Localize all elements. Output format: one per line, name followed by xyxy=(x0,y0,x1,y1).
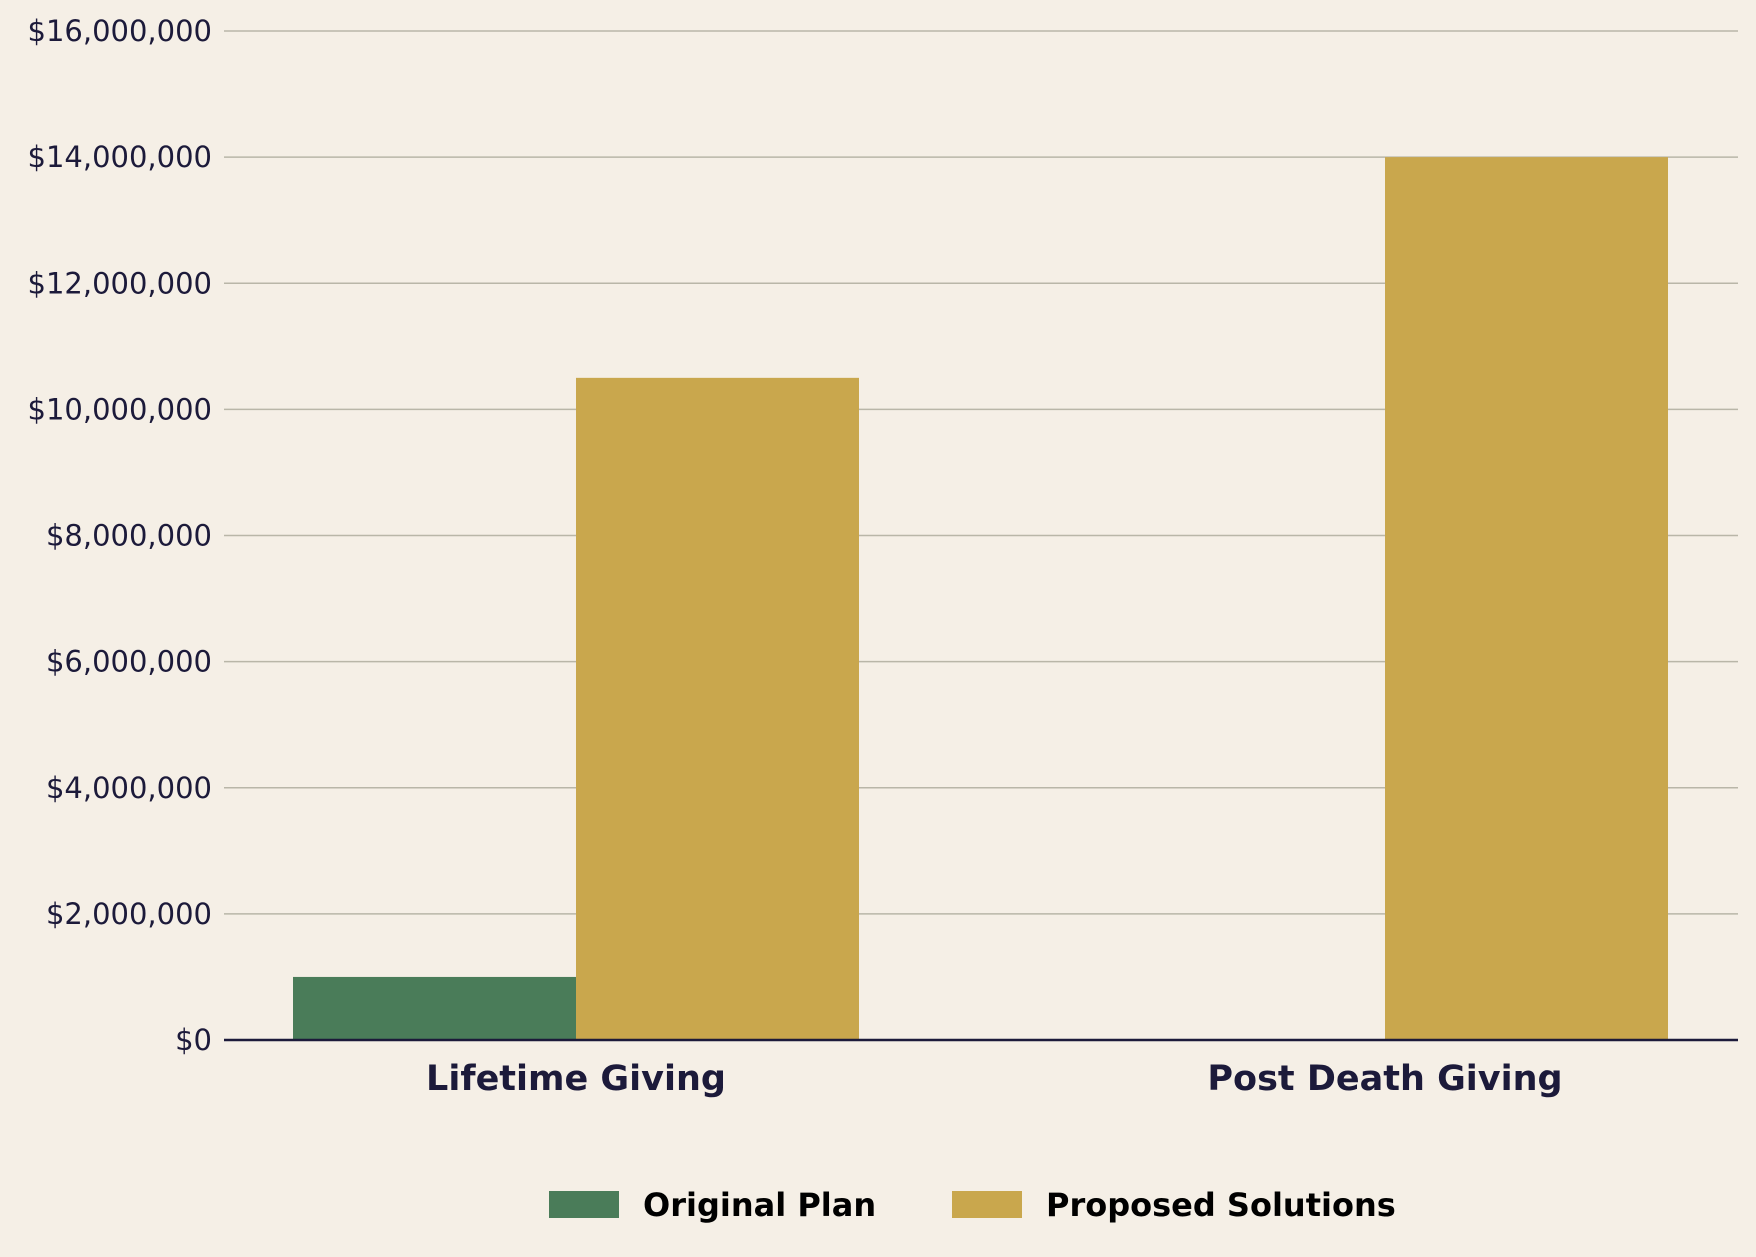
y-tick-label: $2,000,000 xyxy=(46,897,212,931)
y-tick-label: $0 xyxy=(175,1023,212,1057)
y-tick-label: $6,000,000 xyxy=(46,645,212,679)
bar-proposed-solutions xyxy=(1385,157,1668,1040)
y-tick-label: $10,000,000 xyxy=(28,392,213,426)
gridlines xyxy=(224,30,1738,915)
y-tick-label: $12,000,000 xyxy=(28,266,213,300)
bars xyxy=(293,157,1668,1040)
bar-proposed-solutions xyxy=(576,377,859,1040)
y-tick-label: $8,000,000 xyxy=(46,519,212,553)
legend-swatch xyxy=(952,1191,1022,1218)
legend: Original Plan Proposed Solutions xyxy=(549,1186,1396,1224)
x-tick-label: Post Death Giving xyxy=(1207,1059,1562,1099)
axes: $0 $2,000,000 $4,000,000 $6,000,000 $8,000,0… xyxy=(28,14,1738,1099)
legend-label: Proposed Solutions xyxy=(1046,1186,1396,1224)
y-tick-label: $16,000,000 xyxy=(28,14,213,48)
legend-swatch xyxy=(549,1191,619,1218)
bar-original-plan xyxy=(293,976,576,1040)
legend-label: Original Plan xyxy=(643,1186,876,1224)
y-tick-label: $4,000,000 xyxy=(46,771,212,805)
y-tick-label: $14,000,000 xyxy=(28,140,213,174)
x-tick-label: Lifetime Giving xyxy=(426,1059,726,1099)
